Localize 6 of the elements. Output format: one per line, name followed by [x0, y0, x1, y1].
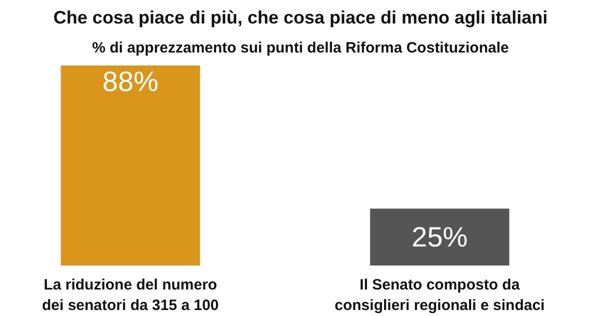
- x-tick-label: La riduzione del numero dei senatori da 315 a 100: [42, 276, 219, 314]
- data-label: 88%: [102, 66, 158, 97]
- data-label: 25%: [412, 222, 468, 253]
- chart-subtitle: % di apprezzamento sui punti della Riforma Costituzionale: [92, 40, 509, 56]
- chart-title: Che cosa piace di più, che cosa piace di meno agli italiani: [53, 8, 548, 28]
- x-tick-label: Il Senato composto da consiglieri regionali e sindaci: [334, 276, 545, 314]
